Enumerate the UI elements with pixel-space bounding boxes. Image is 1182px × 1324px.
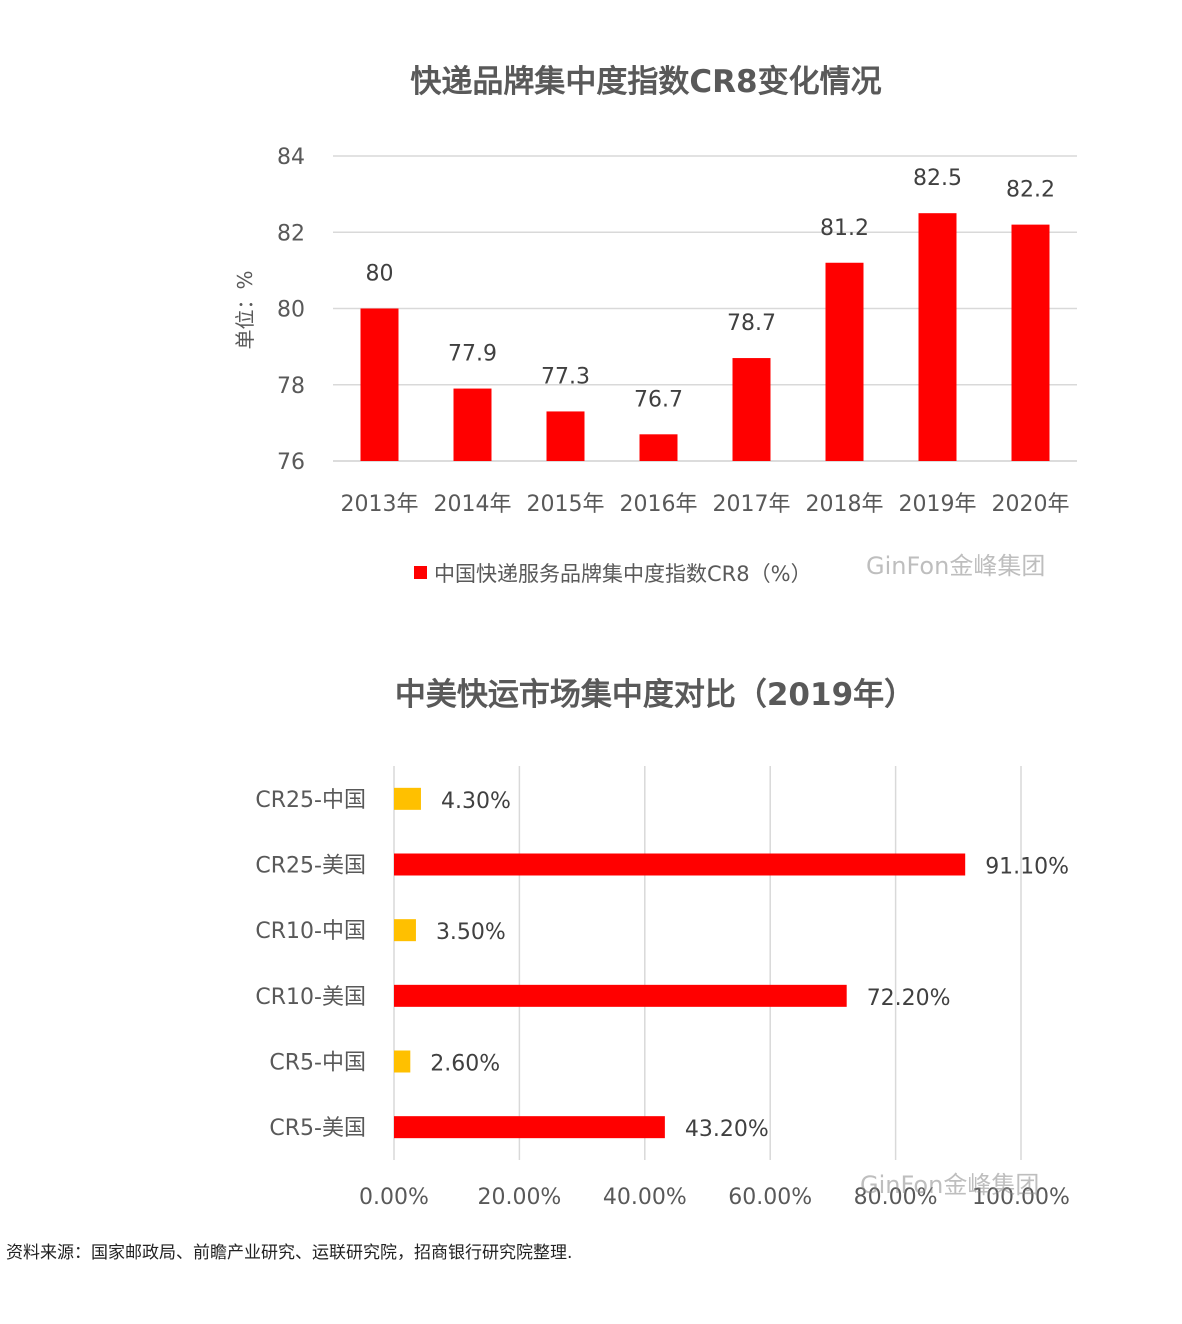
chart2-x-tick-label: 40.00% (603, 1185, 687, 1210)
chart1-y-axis-label: 单位：% (233, 270, 257, 349)
chart1-bars (360, 213, 1050, 461)
chart1-legend-label: 中国快递服务品牌集中度指数CR8（%） (434, 562, 812, 586)
chart1-bar (639, 434, 678, 461)
chart2-bar (394, 1050, 411, 1073)
chart1-legend-swatch (414, 566, 427, 579)
watermark-bottom: GinFon金峰集团 (860, 1171, 1039, 1199)
chart1-x-tick-label: 2017年 (713, 492, 791, 517)
chart1-gridlines (333, 155, 1077, 462)
chart2-title: 中美快运市场集中度对比（2019年） (395, 677, 915, 713)
chart1-bar (732, 358, 771, 461)
chart2-gridlines (393, 766, 1022, 1160)
chart1-bar (1011, 224, 1050, 461)
chart1-data-label: 77.3 (541, 364, 590, 389)
chart2-bar (394, 984, 847, 1007)
chart2-x-axis: 0.00% 20.00% 40.00% 60.00% 80.00% 100.00% (359, 1185, 1070, 1210)
chart1-x-axis: 2013年 2014年 2015年 2016年 2017年 2018年 2019年 2020年 (341, 492, 1070, 517)
chart1-data-labels: 80 77.9 77.3 76.7 78.7 81.2 82.5 82.2 (366, 166, 1055, 412)
chart2-category-label: CR5-中国 (269, 1051, 366, 1076)
chart1-x-tick-label: 2020年 (992, 492, 1070, 517)
chart2-bar (394, 919, 416, 942)
chart2-category-label: CR25-美国 (255, 854, 366, 879)
chart2-y-axis: CR25-中国 CR25-美国 CR10-中国 CR10-美国 CR5-中国 CR5-美国 (255, 788, 366, 1141)
chart2-data-label: 2.60% (430, 1052, 500, 1077)
chart1-data-label: 82.5 (913, 166, 962, 191)
chart2-x-tick-label: 80.00% (854, 1185, 938, 1210)
chart1-bar (453, 388, 492, 461)
chart1-y-tick-label: 78 (277, 374, 305, 399)
chart1-x-tick-label: 2016年 (620, 492, 698, 517)
chart2-data-label: 91.10% (985, 855, 1069, 880)
chart1-y-tick-label: 80 (277, 298, 305, 323)
chart1-data-label: 81.2 (820, 216, 869, 241)
chart2-x-tick-label: 0.00% (359, 1185, 429, 1210)
chart1-y-tick-label: 82 (277, 221, 305, 246)
chart1-x-tick-label: 2013年 (341, 492, 419, 517)
chart2-x-tick-label: 60.00% (728, 1185, 812, 1210)
chart1-x-tick-label: 2019年 (899, 492, 977, 517)
chart2-data-label: 72.20% (867, 986, 951, 1011)
chart2-category-label: CR5-美国 (269, 1116, 366, 1141)
chart2-data-label: 3.50% (436, 920, 506, 945)
chart1-bar (360, 308, 399, 461)
chart1-bar (918, 213, 957, 461)
chart1-data-label: 82.2 (1006, 178, 1055, 203)
chart1-x-tick-label: 2014年 (434, 492, 512, 517)
chart1-bar (546, 411, 585, 461)
chart1-y-tick-label: 84 (277, 145, 305, 170)
chart2-bar (394, 853, 966, 876)
chart1-data-label: 76.7 (634, 387, 683, 412)
chart1-y-tick-label: 76 (277, 450, 305, 475)
chart1-y-axis: 76 78 80 82 84 (277, 145, 305, 475)
chart2-data-labels: 4.30% 91.10% 3.50% 72.20% 2.60% 43.20% (430, 789, 1069, 1142)
chart2-category-label: CR10-中国 (255, 919, 366, 944)
chart2-data-label: 4.30% (441, 789, 511, 814)
chart2-x-tick-label: 100.00% (972, 1185, 1070, 1210)
chart1-data-label: 77.9 (448, 342, 497, 367)
chart2-bars (394, 787, 966, 1139)
chart1-title: 快递品牌集中度指数CR8变化情况 (410, 64, 881, 100)
chart1-x-tick-label: 2018年 (806, 492, 884, 517)
chart2-bar (394, 1116, 665, 1139)
chart1-data-label: 78.7 (727, 311, 776, 336)
chart1-x-tick-label: 2015年 (527, 492, 605, 517)
chart2-x-tick-label: 20.00% (477, 1185, 561, 1210)
source-note: 资料来源：国家邮政局、前瞻产业研究、运联研究院，招商银行研究院整理. (6, 1243, 573, 1263)
chart2-category-label: CR10-美国 (255, 985, 366, 1010)
chart2-category-label: CR25-中国 (255, 788, 366, 813)
chart1-bar (825, 262, 864, 461)
chart1-data-label: 80 (366, 262, 394, 287)
chart2-bar (394, 787, 421, 810)
watermark-top: GinFon金峰集团 (866, 552, 1045, 580)
chart2-data-label: 43.20% (685, 1117, 769, 1142)
